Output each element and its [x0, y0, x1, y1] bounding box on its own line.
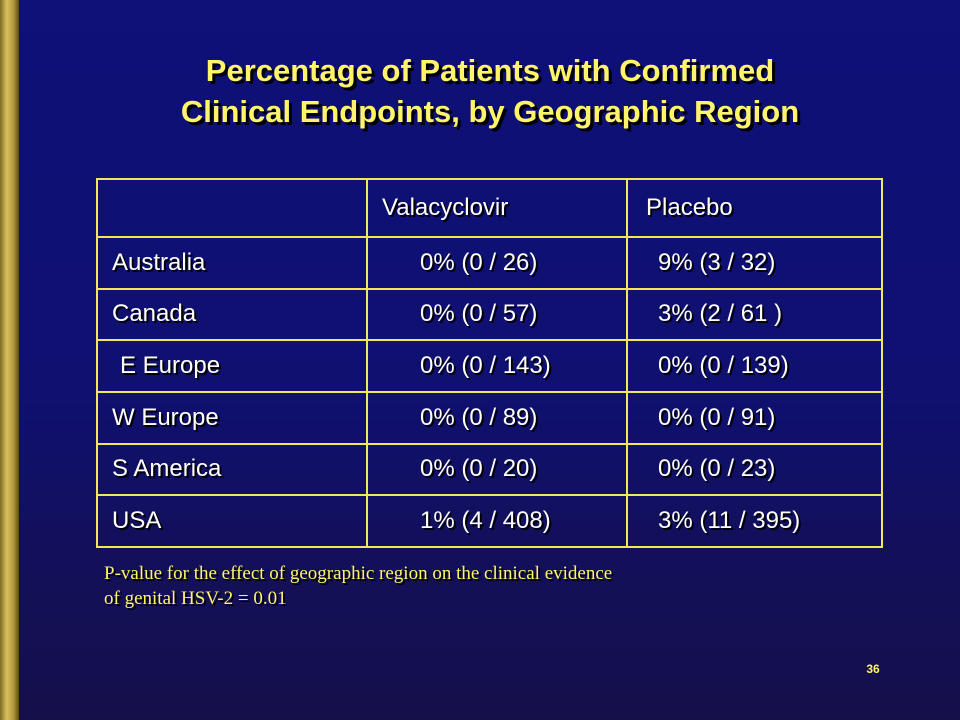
header-cell-placebo: Placebo [626, 178, 883, 238]
placebo-cell: 0% (0 / 139) [626, 339, 883, 393]
region-cell: E Europe [96, 339, 368, 393]
table-header-row: Valacyclovir Placebo [96, 178, 883, 238]
table-row: Australia 0% (0 / 26) 9% (3 / 32) [96, 235, 883, 290]
region-cell: USA [96, 494, 368, 548]
endpoints-table: Valacyclovir Placebo Australia 0% (0 / 2… [96, 178, 883, 548]
placebo-cell: 0% (0 / 23) [626, 442, 883, 497]
page-number: 36 [866, 662, 880, 676]
valacyclovir-cell: 0% (0 / 143) [366, 339, 628, 393]
valacyclovir-cell: 0% (0 / 20) [366, 442, 628, 497]
table-row: S America 0% (0 / 20) 0% (0 / 23) [96, 442, 883, 497]
header-cell-valacyclovir: Valacyclovir [366, 178, 628, 238]
slide-title: Percentage of Patients with Confirmed Cl… [40, 50, 940, 132]
footnote-line-1: P-value for the effect of geographic reg… [104, 563, 613, 584]
region-cell: S America [96, 442, 368, 497]
region-cell: W Europe [96, 390, 368, 445]
placebo-cell: 0% (0 / 91) [626, 390, 883, 445]
valacyclovir-cell: 0% (0 / 57) [366, 287, 628, 342]
footnote-line-2: of genital HSV-2 = 0.01 [104, 588, 287, 609]
placebo-cell: 3% (2 / 61 ) [626, 287, 883, 342]
placebo-cell: 9% (3 / 32) [626, 235, 883, 290]
decorative-side-bar [0, 0, 19, 720]
table-row: W Europe 0% (0 / 89) 0% (0 / 91) [96, 390, 883, 445]
table-row: Canada 0% (0 / 57) 3% (2 / 61 ) [96, 287, 883, 342]
region-cell: Australia [96, 235, 368, 290]
p-value-footnote: P-value for the effect of geographic reg… [104, 561, 884, 611]
slide-title-line-1: Percentage of Patients with Confirmed [205, 53, 775, 88]
region-cell: Canada [96, 287, 368, 342]
slide-title-line-2: Clinical Endpoints, by Geographic Region [180, 94, 800, 129]
valacyclovir-cell: 1% (4 / 408) [366, 494, 628, 548]
valacyclovir-cell: 0% (0 / 89) [366, 390, 628, 445]
header-cell-region [96, 178, 368, 238]
table-row: USA 1% (4 / 408) 3% (11 / 395) [96, 494, 883, 548]
placebo-cell: 3% (11 / 395) [626, 494, 883, 548]
table-row: E Europe 0% (0 / 143) 0% (0 / 139) [96, 339, 883, 393]
valacyclovir-cell: 0% (0 / 26) [366, 235, 628, 290]
